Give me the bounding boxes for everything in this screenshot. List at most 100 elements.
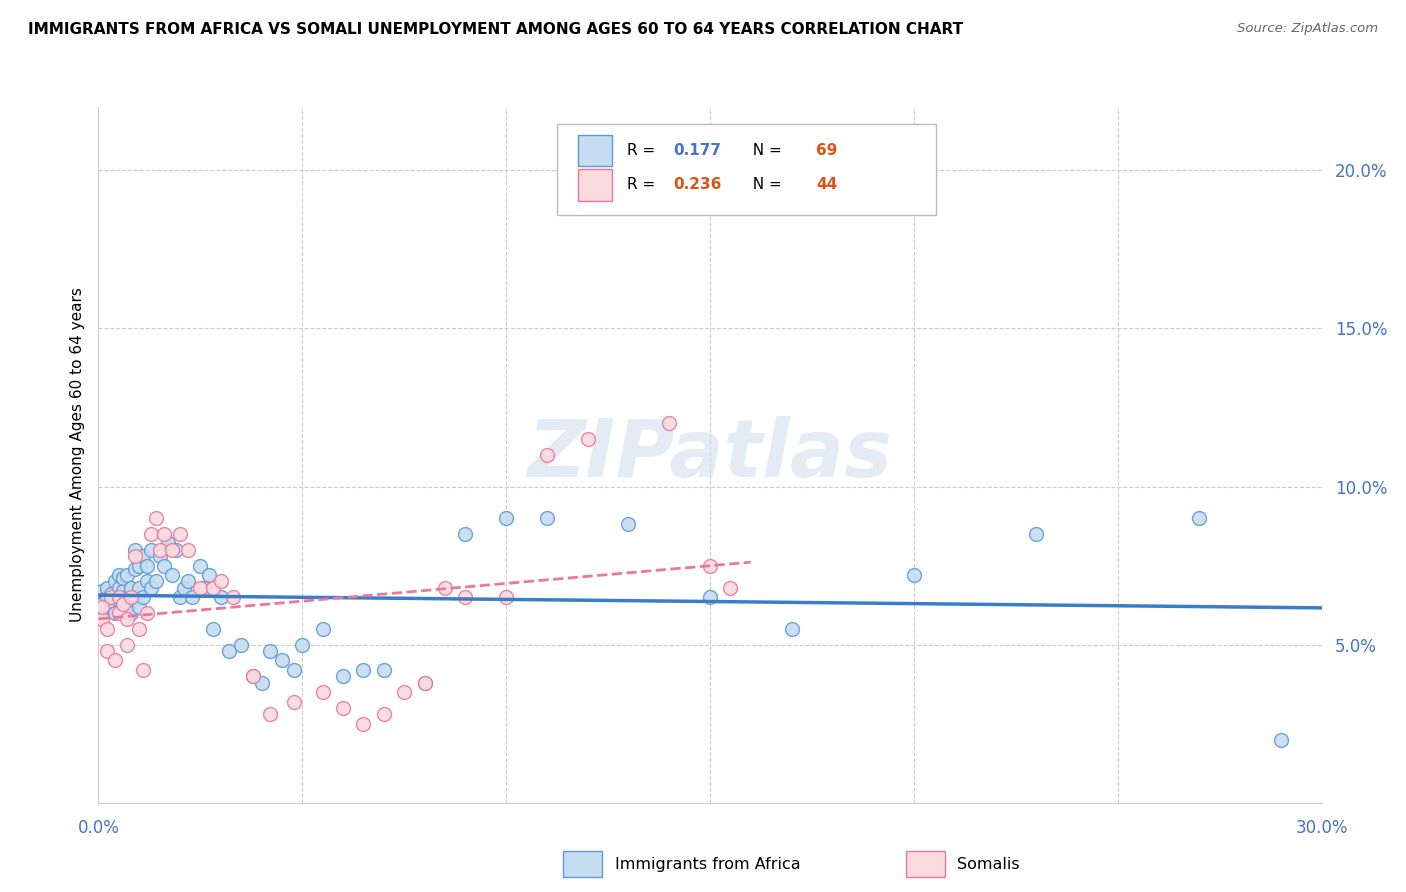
Point: [222, 591, 245, 605]
Point: [104, 606, 127, 620]
Point: [115, 612, 138, 626]
Point: [181, 591, 204, 605]
Point: [145, 574, 167, 589]
FancyBboxPatch shape: [905, 851, 945, 877]
Point: [699, 558, 721, 573]
Point: [780, 622, 803, 636]
Point: [188, 558, 212, 573]
Point: [111, 571, 134, 585]
Point: [201, 581, 224, 595]
Point: [100, 599, 122, 614]
Point: [115, 568, 138, 582]
Point: [658, 417, 681, 431]
Point: [128, 581, 150, 595]
Point: [120, 591, 142, 605]
Point: [108, 593, 131, 607]
Point: [160, 542, 183, 557]
Point: [536, 511, 558, 525]
Point: [128, 622, 150, 636]
Point: [111, 597, 134, 611]
Point: [291, 638, 314, 652]
Point: [1270, 732, 1292, 747]
Point: [111, 583, 134, 598]
Point: [434, 581, 457, 595]
Text: N =: N =: [742, 143, 787, 158]
Point: [413, 675, 436, 690]
Point: [104, 574, 127, 589]
Text: Immigrants from Africa: Immigrants from Africa: [614, 856, 800, 871]
Text: Source: ZipAtlas.com: Source: ZipAtlas.com: [1237, 22, 1378, 36]
Point: [156, 536, 179, 550]
Point: [115, 638, 138, 652]
Point: [108, 606, 131, 620]
Point: [149, 542, 172, 557]
Point: [413, 675, 436, 690]
Y-axis label: Unemployment Among Ages 60 to 64 years: Unemployment Among Ages 60 to 64 years: [69, 287, 84, 623]
Point: [259, 644, 281, 658]
Point: [141, 542, 163, 557]
Point: [188, 581, 212, 595]
Text: ZIPatlas: ZIPatlas: [527, 416, 893, 494]
Point: [495, 511, 517, 525]
Point: [259, 707, 281, 722]
Text: 0.236: 0.236: [673, 178, 721, 193]
Point: [373, 663, 395, 677]
Point: [720, 581, 742, 595]
Point: [454, 527, 477, 541]
Point: [373, 707, 395, 722]
Text: 0.177: 0.177: [673, 143, 721, 158]
Point: [352, 716, 374, 731]
Point: [193, 581, 215, 595]
Point: [231, 638, 253, 652]
Text: 44: 44: [817, 178, 838, 193]
Point: [141, 527, 163, 541]
Point: [136, 558, 159, 573]
Point: [352, 663, 374, 677]
Point: [108, 568, 131, 582]
FancyBboxPatch shape: [578, 135, 612, 166]
Point: [495, 591, 517, 605]
FancyBboxPatch shape: [564, 851, 602, 877]
Point: [617, 517, 640, 532]
Point: [128, 599, 150, 614]
Point: [270, 653, 294, 667]
Point: [1188, 511, 1211, 525]
Point: [392, 685, 416, 699]
Point: [312, 622, 335, 636]
Point: [124, 562, 146, 576]
Point: [96, 581, 118, 595]
Point: [91, 583, 114, 598]
Point: [96, 622, 118, 636]
Point: [108, 581, 131, 595]
Text: R =: R =: [627, 143, 659, 158]
Point: [152, 558, 174, 573]
Point: [111, 597, 134, 611]
Point: [136, 606, 159, 620]
Point: [149, 549, 172, 563]
Point: [120, 581, 142, 595]
Point: [218, 644, 240, 658]
Point: [197, 568, 219, 582]
Point: [699, 591, 721, 605]
Point: [96, 591, 118, 605]
Point: [124, 542, 146, 557]
Point: [120, 606, 142, 620]
Text: IMMIGRANTS FROM AFRICA VS SOMALI UNEMPLOYMENT AMONG AGES 60 TO 64 YEARS CORRELAT: IMMIGRANTS FROM AFRICA VS SOMALI UNEMPLO…: [28, 22, 963, 37]
FancyBboxPatch shape: [557, 124, 936, 215]
Point: [201, 622, 224, 636]
Point: [242, 669, 264, 683]
Point: [173, 581, 195, 595]
FancyBboxPatch shape: [578, 169, 612, 201]
Point: [145, 511, 167, 525]
Point: [136, 574, 159, 589]
Point: [169, 591, 191, 605]
Point: [209, 591, 232, 605]
Point: [115, 591, 138, 605]
Point: [91, 599, 114, 614]
Point: [165, 542, 187, 557]
Point: [96, 644, 118, 658]
Point: [132, 549, 155, 563]
Point: [454, 591, 477, 605]
Text: R =: R =: [627, 178, 659, 193]
Point: [1025, 527, 1047, 541]
